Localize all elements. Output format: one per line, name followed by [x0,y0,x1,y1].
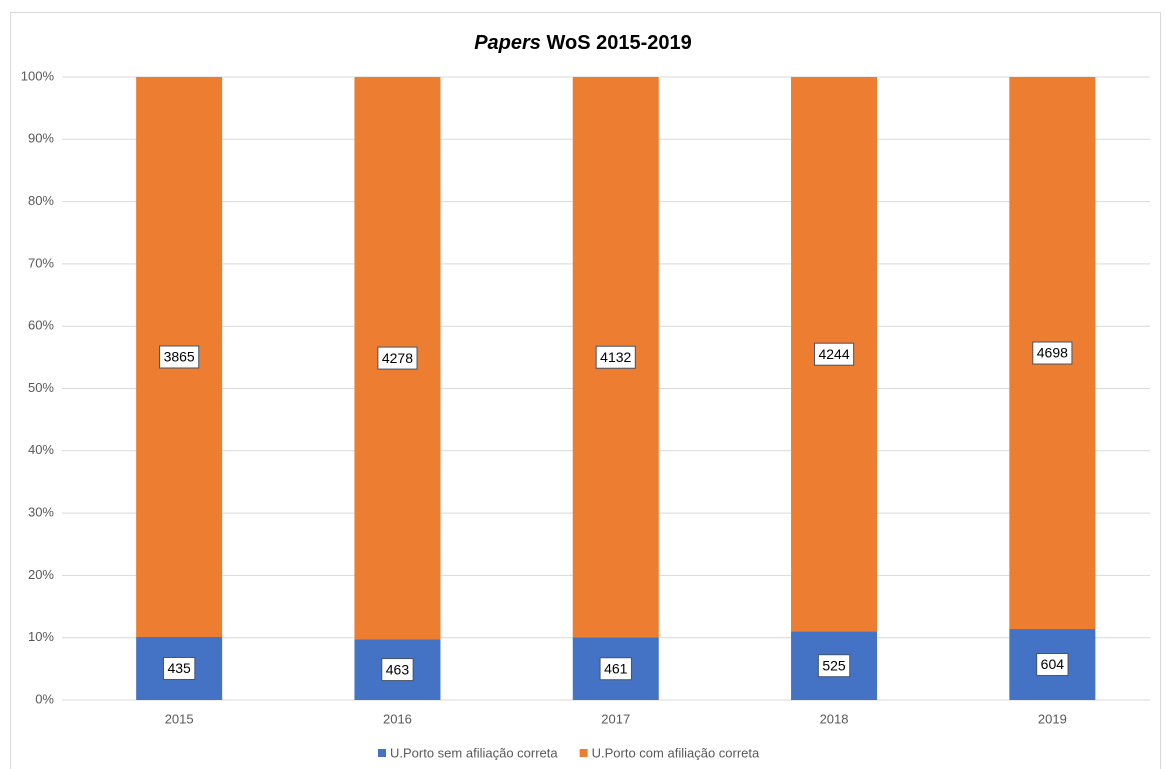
data-label-box [381,658,414,682]
y-tick-label: 30% [28,505,54,520]
data-label: 3865 [164,349,195,365]
y-tick-label: 20% [28,567,54,582]
data-label: 525 [822,657,846,673]
data-label-box [377,346,418,370]
data-label: 4278 [382,350,413,366]
y-tick-label: 90% [28,131,54,146]
legend-label: U.Porto com afiliação correta [592,745,760,760]
data-label: 461 [604,660,628,676]
data-label: 4244 [818,346,849,362]
data-label-box [813,342,855,366]
legend-label: U.Porto sem afiliação correta [390,745,558,760]
data-label-box [159,345,200,369]
data-label-box [162,656,196,680]
data-label-box [1036,653,1069,677]
data-label-box [1032,341,1073,365]
legend-swatch [378,749,386,757]
y-tick-label: 100% [21,68,55,83]
y-tick-label: 60% [28,318,54,333]
y-tick-label: 40% [28,442,54,457]
data-label-box [599,657,632,681]
chart-title: Papers WoS 2015-2019 [474,32,692,54]
data-label: 4132 [600,349,631,365]
y-tick-label: 50% [28,380,54,395]
x-tick-label: 2019 [1038,711,1067,726]
data-label: 4698 [1037,345,1068,361]
y-tick-label: 70% [28,255,54,270]
y-tick-label: 0% [35,691,54,706]
x-tick-label: 2016 [383,711,412,726]
data-label-box [817,654,851,678]
data-label: 604 [1041,656,1065,672]
legend-swatch [579,749,588,757]
data-label: 463 [386,661,410,677]
x-tick-label: 2017 [601,711,630,726]
x-tick-label: 2018 [820,711,849,726]
y-tick-label: 80% [28,193,54,208]
data-label-box [595,345,636,369]
x-tick-label: 2015 [165,711,194,726]
y-tick-label: 10% [28,629,54,644]
data-label: 435 [167,660,191,676]
